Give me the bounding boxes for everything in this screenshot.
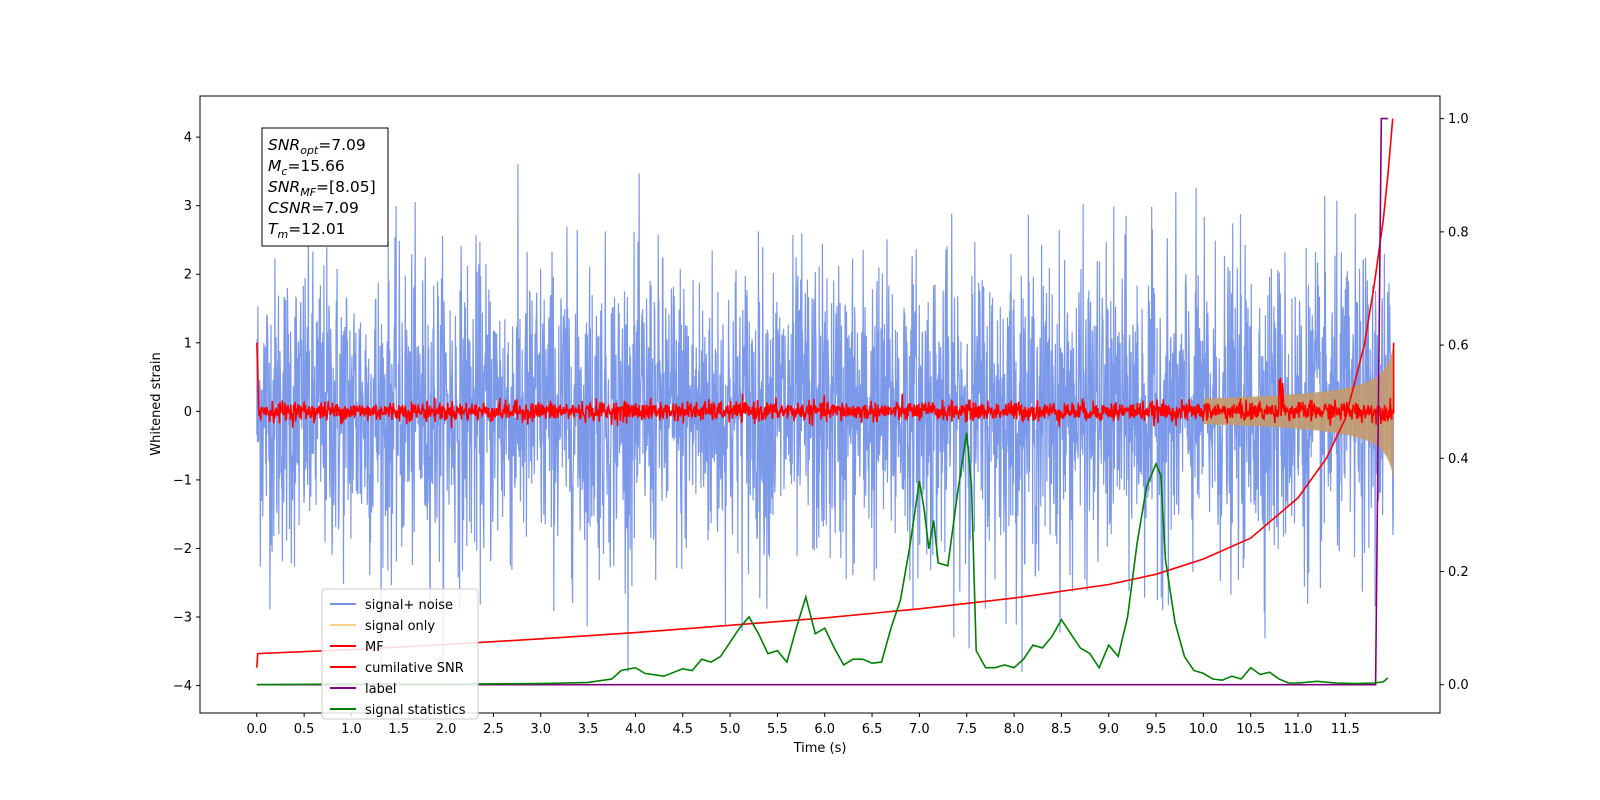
x-tick-label: 6.0: [814, 722, 835, 737]
x-tick-label: 0.0: [246, 722, 267, 737]
x-tick-label: 8.0: [1004, 722, 1025, 737]
legend-entry-label: signal+ noise: [365, 598, 453, 613]
x-tick-label: 1.5: [388, 722, 409, 737]
x-tick-label: 9.5: [1146, 722, 1167, 737]
info-box-line: SNRopt=7.09: [268, 136, 366, 157]
right-y-axis: 1.0 0.8 0.6 0.4 0.2 0.0: [1440, 112, 1469, 693]
left-y-tick-label: 0: [184, 405, 192, 420]
x-tick-label: 11.5: [1331, 722, 1360, 737]
x-tick-label: 7.5: [956, 722, 977, 737]
legend-entry-label: signal only: [365, 619, 435, 634]
legend-frame: [321, 588, 479, 720]
x-axis: 0.0 0.5 1.0 1.5 2.0 2.5 3.0 3.5 4.0 4.5 5.0 5.5 6.0 6…: [246, 713, 1360, 737]
x-tick-label: 5.0: [720, 722, 741, 737]
legend-entry-label: cumilative SNR: [365, 661, 464, 676]
legend-entry-label: label: [365, 682, 396, 697]
left-y-tick-label: −1: [173, 473, 192, 488]
series-mf-line: [256, 342, 1395, 429]
left-y-tick-label: 4: [184, 131, 192, 146]
series-signal-statistics-line: [256, 432, 1389, 686]
x-tick-label: 0.5: [294, 722, 315, 737]
legend: signal+ noise signal only MF cumilative SNR…: [321, 588, 479, 720]
left-y-axis-label: Whitened strain: [149, 352, 164, 455]
left-y-tick-label: 1: [184, 336, 192, 351]
x-tick-label: 2.0: [436, 722, 457, 737]
info-box-line: CSNR=7.09: [268, 199, 359, 217]
x-tick-label: 10.5: [1236, 722, 1265, 737]
plot-area: [256, 117, 1395, 686]
x-tick-label: 9.0: [1098, 722, 1119, 737]
left-y-tick-label: −4: [173, 679, 192, 694]
right-y-tick-label: 0.4: [1448, 452, 1469, 467]
x-tick-label: 3.0: [530, 722, 551, 737]
legend-entry-label: MF: [365, 640, 384, 655]
x-tick-label: 11.0: [1284, 722, 1313, 737]
x-tick-label: 4.5: [672, 722, 693, 737]
series-signal-noise-line: [256, 164, 1395, 672]
info-box-line: SNRMF=[8.05]: [268, 178, 376, 199]
x-tick-label: 4.0: [625, 722, 646, 737]
x-tick-label: 2.5: [483, 722, 504, 737]
x-tick-label: 3.5: [578, 722, 599, 737]
left-y-tick-label: −2: [173, 542, 192, 557]
x-tick-label: 10.0: [1189, 722, 1218, 737]
legend-entry-label: signal statistics: [365, 703, 466, 718]
x-tick-label: 5.5: [767, 722, 788, 737]
right-y-tick-label: 0.6: [1448, 339, 1469, 354]
left-y-axis: 4 3 2 1 0 −1 −2 −3 −4: [173, 131, 200, 694]
left-y-tick-label: −3: [173, 611, 192, 626]
left-y-tick-label: 2: [184, 268, 192, 283]
x-tick-label: 1.0: [341, 722, 362, 737]
info-box-line: Tm=12.01: [268, 220, 346, 241]
right-y-tick-label: 0.8: [1448, 225, 1469, 240]
series-label-line: [256, 117, 1388, 686]
right-y-tick-label: 1.0: [1448, 112, 1469, 127]
info-box-frame: [261, 127, 389, 247]
info-box: SNRopt=7.09Mc=15.66SNRMF=[8.05]CSNR=7.09…: [261, 127, 389, 247]
x-tick-label: 6.5: [862, 722, 883, 737]
x-tick-label: 8.5: [1051, 722, 1072, 737]
right-y-tick-label: 0.0: [1448, 678, 1469, 693]
left-y-tick-label: 3: [184, 199, 192, 214]
axes-frame: [199, 95, 1441, 714]
x-axis-label: Time (s): [793, 741, 847, 756]
right-y-tick-label: 0.2: [1448, 565, 1469, 580]
info-box-line: Mc=15.66: [268, 157, 345, 178]
x-tick-label: 7.0: [909, 722, 930, 737]
